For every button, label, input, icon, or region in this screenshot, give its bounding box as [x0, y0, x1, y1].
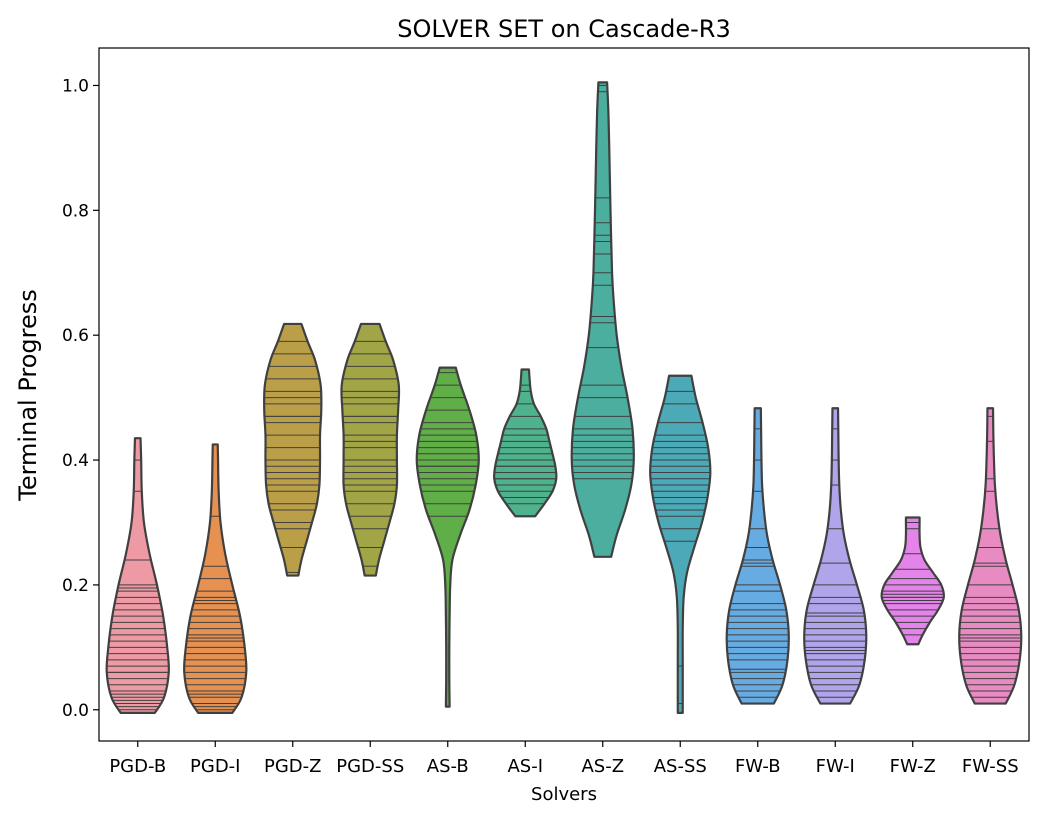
x-tick-label: PGD-SS [336, 756, 404, 777]
x-tick-label: AS-SS [654, 756, 707, 777]
y-tick-label: 1.0 [62, 76, 89, 96]
y-axis: 0.0 0.2 0.4 0.6 0.8 1.0 [62, 76, 99, 721]
violin-body [415, 366, 480, 708]
violin-fw-z [880, 516, 945, 646]
plot-frame [98, 47, 1030, 742]
violin-pgd-z [263, 322, 323, 577]
x-tick-label: PGD-I [190, 756, 240, 777]
violin-body [105, 437, 170, 715]
violin-body [803, 407, 868, 705]
x-tick-label: PGD-Z [264, 756, 322, 777]
violin-pgd-ss [340, 322, 401, 577]
y-tick-label: 0.0 [62, 701, 89, 721]
violin-body [958, 407, 1023, 705]
violin-body [880, 516, 945, 646]
x-tick-label: AS-I [507, 756, 543, 777]
x-axis: PGD-B PGD-I PGD-Z PGD-SS AS-B AS-I AS-Z AS-SS FW… [109, 741, 1019, 777]
x-tick-label: FW-SS [962, 756, 1019, 777]
violin-pgd-i [183, 443, 248, 715]
violin-body [725, 407, 790, 705]
y-tick-label: 0.8 [62, 201, 89, 221]
y-tick-label: 0.4 [62, 451, 89, 471]
violin-body [649, 374, 712, 715]
violin-fw-ss [958, 407, 1023, 705]
violin-body [570, 81, 635, 558]
x-tick-label: FW-Z [890, 756, 936, 777]
x-tick-label: PGD-B [109, 756, 166, 777]
violin-body [263, 322, 323, 577]
chart-title: SOLVER SET on Cascade-R3 [397, 15, 730, 43]
violin-pgd-b [105, 437, 170, 715]
violin-as-ss [649, 374, 712, 715]
violin-fw-b [725, 407, 790, 705]
x-tick-label: AS-B [427, 756, 469, 777]
x-tick-label: AS-Z [581, 756, 624, 777]
x-tick-label: FW-B [735, 756, 781, 777]
x-axis-label: Solvers [531, 784, 597, 805]
violin-body [340, 322, 401, 577]
x-tick-label: FW-I [816, 756, 855, 777]
y-tick-label: 0.6 [62, 326, 89, 346]
y-tick-label: 0.2 [62, 576, 89, 596]
y-axis-label: Terminal Progress [14, 289, 42, 501]
violin-as-b [415, 366, 480, 708]
violin-group [105, 81, 1023, 715]
violin-fw-i [803, 407, 868, 705]
violin-as-i [493, 368, 558, 518]
violin-as-z [570, 81, 635, 558]
